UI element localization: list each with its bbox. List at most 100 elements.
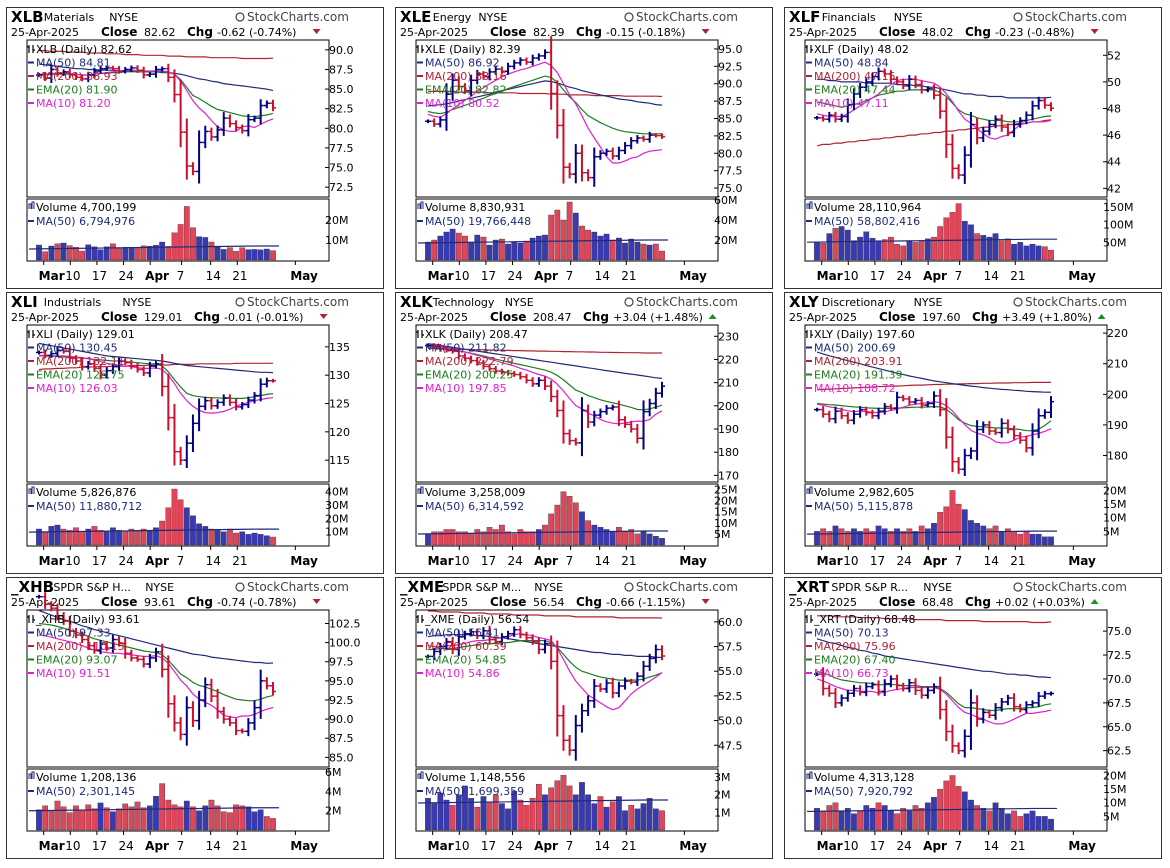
- volume-bar: [603, 529, 610, 546]
- x-tick-label: May: [679, 554, 707, 568]
- volume-pane: [26, 483, 330, 547]
- volume-bar: [980, 235, 987, 261]
- ma10-line: [816, 78, 1052, 140]
- price-bar: [263, 100, 270, 109]
- x-tick-label: May: [1068, 839, 1096, 853]
- chart-panel-xlk[interactable]: XLK Technology NYSE StockCharts.com 25-Apr-2…: [395, 292, 773, 574]
- volume-bar: [60, 528, 67, 546]
- up-triangle-icon: [1097, 314, 1106, 319]
- price-bar: [245, 396, 252, 409]
- price-bar: [122, 67, 129, 74]
- volume-bar: [196, 236, 202, 261]
- volume-bar: [529, 798, 536, 831]
- ma200-line: [428, 90, 663, 98]
- volume-bar: [554, 504, 561, 546]
- volume-bar: [499, 524, 505, 546]
- volume-bar: [177, 499, 184, 546]
- volume-bar: [523, 531, 530, 546]
- volume-bar: [486, 801, 493, 831]
- volume-bar: [900, 245, 907, 261]
- volume-bar: [566, 495, 573, 546]
- volume-bar: [1048, 536, 1054, 546]
- price-bar: [183, 696, 190, 746]
- volume-pane: [415, 768, 719, 832]
- x-tick-label: 7: [177, 269, 185, 283]
- volume-bar: [85, 528, 92, 546]
- copyright-icon: [624, 12, 634, 22]
- volume-bar: [245, 806, 252, 831]
- price-bar: [437, 116, 444, 128]
- price-bar: [91, 642, 98, 654]
- price-bar: [505, 369, 512, 376]
- price-bar: [511, 626, 518, 637]
- price-bar: [967, 689, 974, 750]
- price-bar: [634, 135, 641, 144]
- price-bar: [146, 72, 153, 78]
- watermark: StockCharts.com: [624, 580, 738, 594]
- volume-bar: [535, 235, 542, 261]
- price-bar: [239, 401, 246, 410]
- volume-bar: [455, 232, 462, 261]
- volume-bar: [542, 234, 548, 261]
- watermark-text: StockCharts.com: [247, 295, 349, 309]
- volume-bar: [36, 809, 42, 831]
- legend-entry: MA(10) 91.51: [36, 667, 111, 680]
- price-bar: [270, 378, 276, 383]
- ma10-line: [427, 633, 663, 711]
- y-tick-label: 57.5: [718, 641, 743, 654]
- price-bar: [998, 114, 1005, 132]
- ohlc-legend-icon: [27, 45, 35, 53]
- price-bar: [572, 437, 579, 446]
- chart-panel-xli[interactable]: XLI Industrials NYSE StockCharts.com 25-Apr-…: [6, 292, 384, 574]
- price-bar: [826, 684, 833, 697]
- legend-entry: EMA(20) 54.85: [425, 654, 507, 667]
- volume-bar: [116, 808, 122, 831]
- price-bar: [912, 398, 919, 405]
- x-tick-label: 7: [955, 839, 963, 853]
- price-bar: [425, 343, 431, 348]
- volume-bar: [844, 229, 851, 261]
- y-tick-label: 170: [718, 469, 739, 482]
- price-bar: [153, 65, 159, 78]
- volume-bar: [36, 528, 42, 546]
- y-tick-label: 85.0: [329, 83, 354, 96]
- price-bar: [425, 654, 431, 659]
- watermark-text: StockCharts.com: [1025, 295, 1127, 309]
- down-triangle-icon: [312, 29, 321, 34]
- volume-tick-label: 2M: [714, 789, 731, 802]
- x-tick-label: 10: [843, 839, 858, 853]
- price-bar: [560, 400, 567, 444]
- chart-panel-xle[interactable]: XLE Energy NYSE StockCharts.com 25-Apr-2025 C…: [395, 7, 773, 289]
- chart-panel-xme[interactable]: _XME SPDR S&P M... NYSE StockCharts.com 25-A…: [395, 577, 773, 859]
- chart-panel-xly[interactable]: XLY Discretionary NYSE StockCharts.com 25-Ap…: [784, 292, 1162, 574]
- volume-bar: [425, 798, 431, 831]
- price-bar: [263, 377, 270, 388]
- date-label: 25-Apr-2025: [11, 26, 79, 39]
- volume-ma50-entry: MA(50) 1,699,359: [425, 785, 524, 798]
- price-bar: [931, 683, 937, 694]
- volume-bar: [60, 242, 67, 261]
- price-bar: [967, 447, 974, 460]
- y-tick-label: 95.0: [718, 43, 743, 56]
- x-tick-label: 10: [843, 554, 858, 568]
- volume-bar: [875, 525, 882, 546]
- price-bar: [918, 686, 925, 699]
- x-tick-label: 24: [119, 554, 134, 568]
- volume-bar: [523, 805, 530, 831]
- volume-tick-label: 50M: [1103, 236, 1127, 249]
- chg-label: Chg: [576, 25, 602, 39]
- volume-bar: [937, 512, 944, 546]
- volume-bar: [523, 240, 530, 261]
- chart-panel-xlf[interactable]: XLF Financials NYSE StockCharts.com 25-Apr-2…: [784, 7, 1162, 289]
- copyright-icon: [1013, 12, 1023, 22]
- close-label: Close: [879, 595, 915, 609]
- volume-bar: [134, 247, 141, 261]
- volume-bar: [146, 805, 153, 831]
- volume-bar: [616, 237, 622, 261]
- chart-panel-xlb[interactable]: XLB Materials NYSE StockCharts.com 25-Apr-20…: [6, 7, 384, 289]
- chart-panel-xrt[interactable]: _XRT SPDR S&P R... NYSE StockCharts.com 25-A…: [784, 577, 1162, 859]
- legend-entry: EMA(20) 82.82: [425, 84, 507, 97]
- volume-tick-label: 2M: [325, 805, 342, 818]
